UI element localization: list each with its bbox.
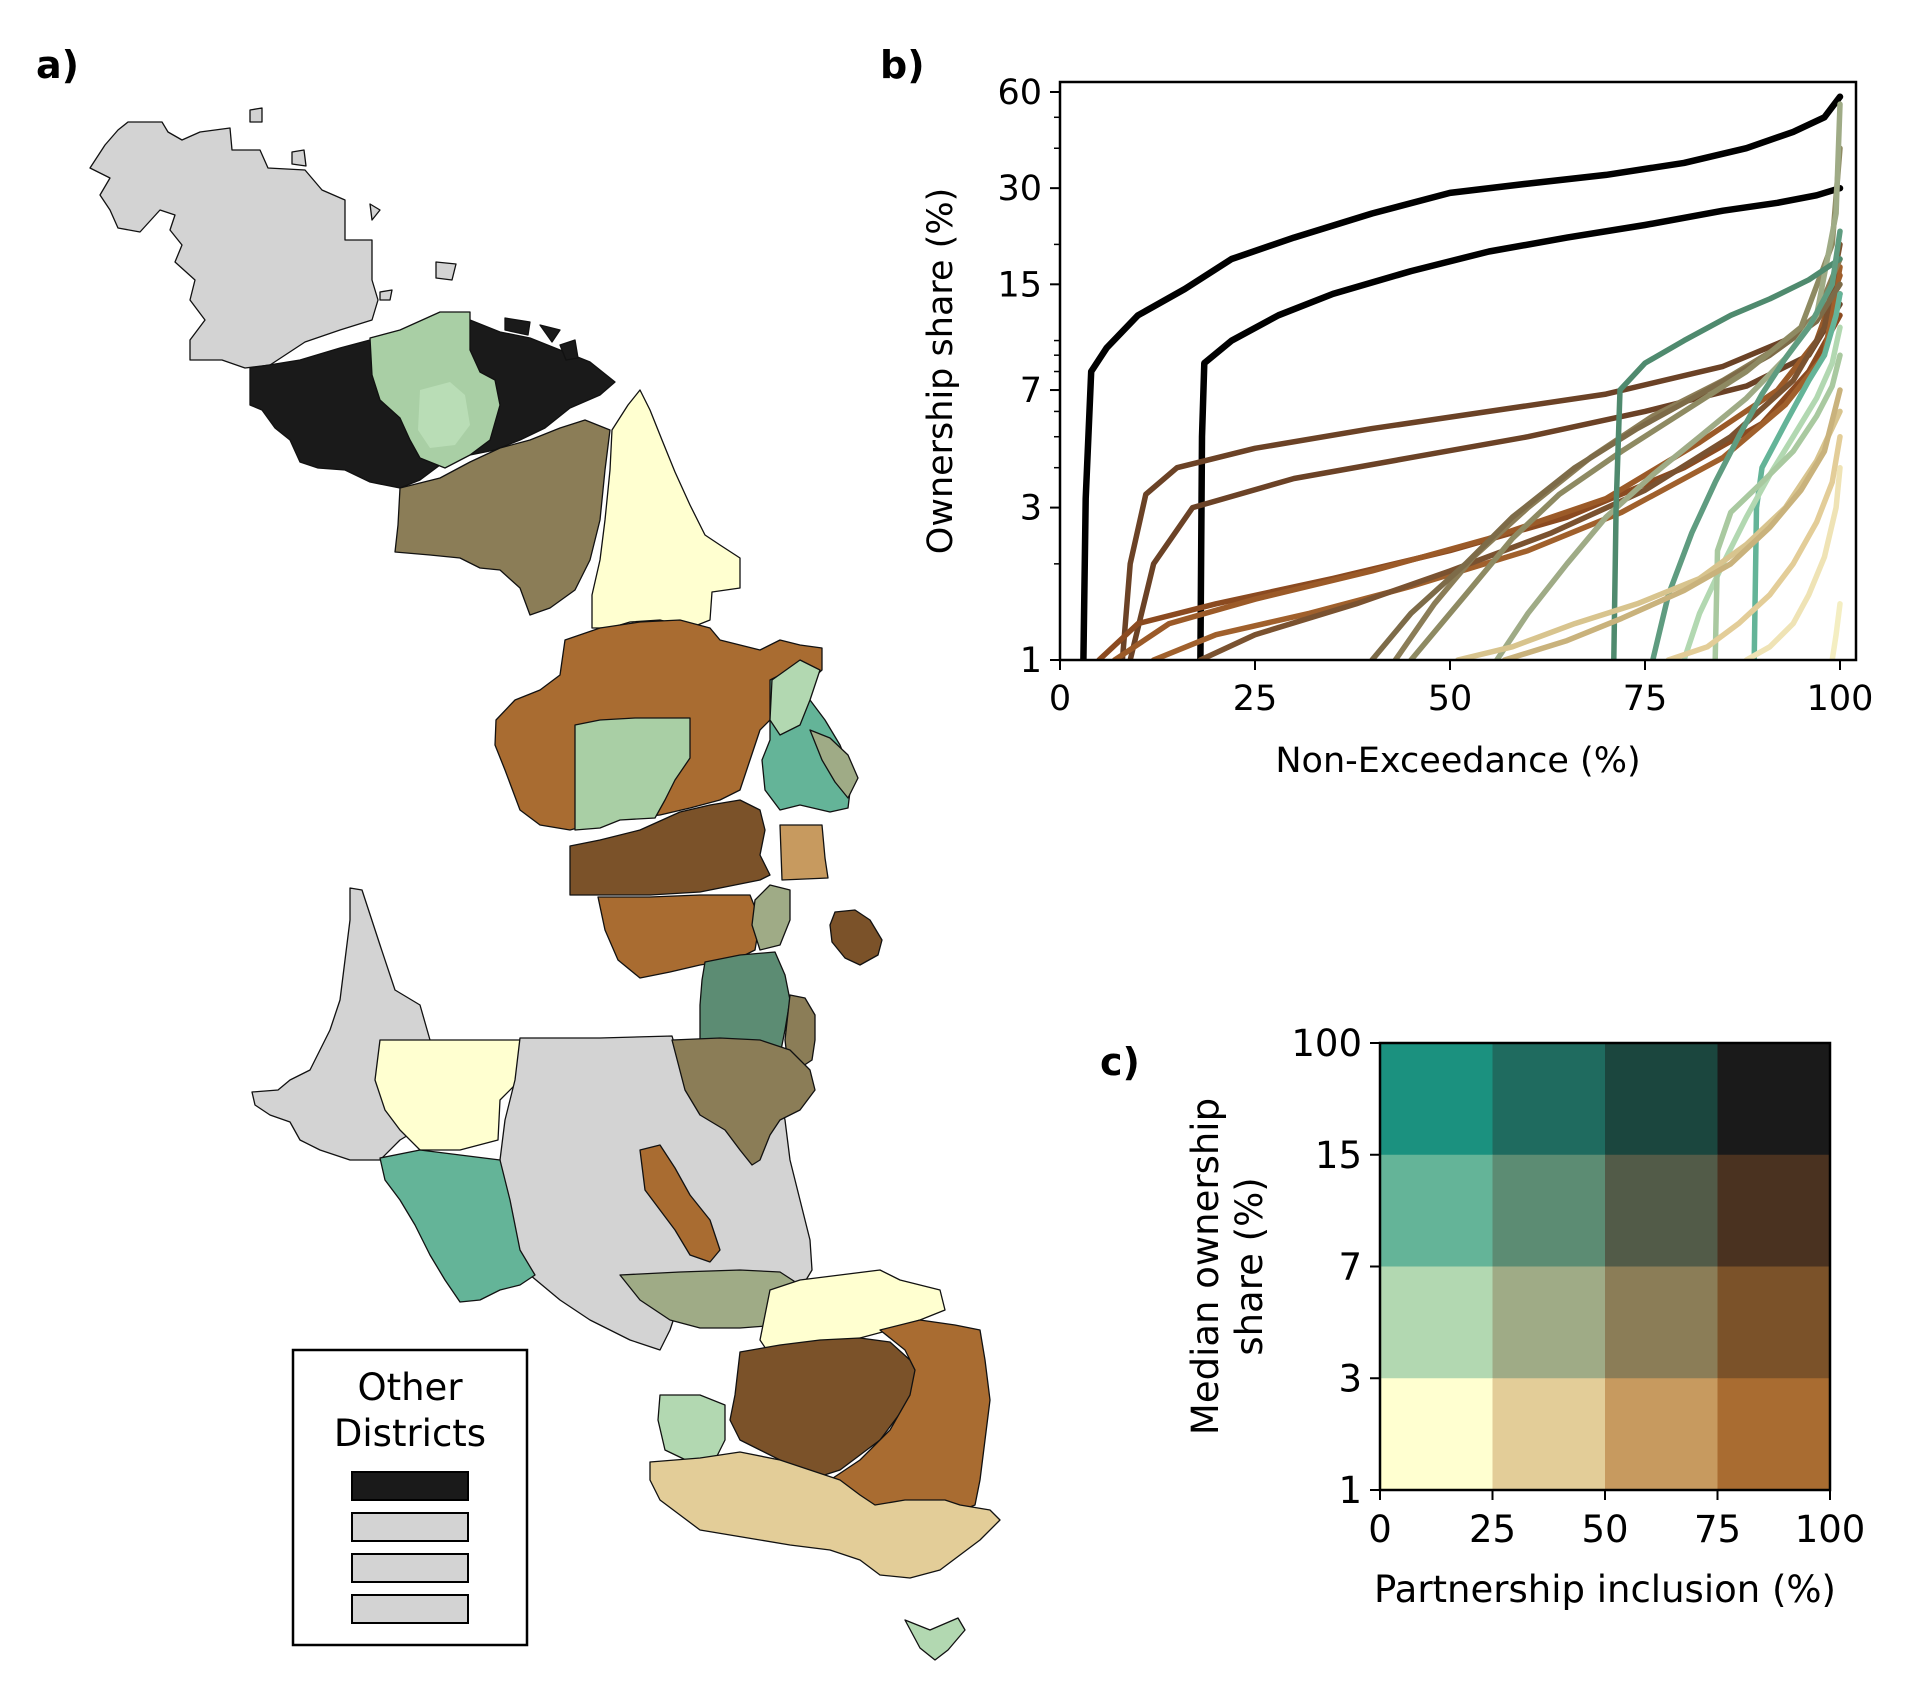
ownership-share-chart: 0 25 50 75 100 1 3 7 15 30 60 Non-Exceedance (%) Own… bbox=[921, 73, 1873, 781]
heatmap-cell bbox=[1380, 1043, 1493, 1156]
district-mint-central[interactable] bbox=[574, 717, 691, 831]
district-mint-south-small[interactable] bbox=[657, 1394, 726, 1463]
y-axis-label-line1: Median ownership bbox=[1184, 1098, 1227, 1435]
district-black-fragments bbox=[504, 317, 579, 361]
y-tick-label: 7 bbox=[1020, 371, 1042, 411]
series-line-20 bbox=[1665, 433, 1843, 660]
district-cream-north[interactable] bbox=[591, 389, 741, 629]
panel-b: b) 0 25 50 75 100 1 3 7 15 30 60 Non-Exceedance (%)… bbox=[880, 43, 1873, 781]
heatmap-cell bbox=[1717, 1154, 1831, 1267]
district-darkbrown-south[interactable] bbox=[729, 1337, 921, 1479]
district-olive-north[interactable] bbox=[394, 419, 611, 616]
district-cream-southwest[interactable] bbox=[374, 1039, 521, 1151]
heatmap-cell bbox=[1492, 1043, 1606, 1156]
district-darkbrown-blob[interactable] bbox=[829, 909, 883, 966]
district-mint-north-inner bbox=[418, 382, 470, 448]
y-tick-label: 7 bbox=[1338, 1246, 1362, 1289]
x-tick-label: 50 bbox=[1581, 1508, 1628, 1551]
district-olive-south[interactable] bbox=[671, 1037, 816, 1166]
series-line-17 bbox=[1712, 352, 1843, 660]
x-tick-label: 50 bbox=[1428, 679, 1473, 719]
series-line-14 bbox=[1650, 228, 1843, 660]
y-tick-label: 1 bbox=[1338, 1469, 1362, 1512]
other-districts-legend: Other Districts bbox=[291, 1348, 529, 1647]
heatmap-cell bbox=[1717, 1043, 1831, 1156]
legend-swatch-grey-1 bbox=[351, 1512, 469, 1542]
y-tick-label: 60 bbox=[997, 73, 1042, 113]
x-tick-label: 100 bbox=[1807, 679, 1874, 719]
district-teal-southwest[interactable] bbox=[379, 1149, 536, 1303]
legend-swatch-grey-3 bbox=[351, 1594, 469, 1624]
heatmap-cell bbox=[1717, 1266, 1831, 1379]
district-sage-east[interactable] bbox=[809, 729, 859, 799]
panel-c-label: c) bbox=[1100, 1040, 1140, 1084]
series-line-3 bbox=[1119, 291, 1843, 660]
series-line-6 bbox=[1111, 272, 1843, 660]
series-line-13 bbox=[1611, 256, 1843, 660]
district-sage-small[interactable] bbox=[751, 884, 791, 951]
panel-a-label: a) bbox=[36, 43, 79, 87]
series-line-5 bbox=[1096, 312, 1843, 660]
x-tick-label: 25 bbox=[1469, 1508, 1516, 1551]
y-tick-label: 30 bbox=[997, 169, 1042, 209]
series-line-8 bbox=[1197, 241, 1843, 660]
panel-a: a) bbox=[36, 43, 1001, 1661]
heatmap-cell bbox=[1380, 1154, 1493, 1267]
district-grey-north[interactable] bbox=[89, 121, 379, 369]
series-line-1 bbox=[1080, 93, 1844, 660]
x-tick-label: 100 bbox=[1795, 1508, 1866, 1551]
y-axis-label: Ownership share (%) bbox=[921, 188, 961, 554]
heatmap-cell bbox=[1492, 1154, 1606, 1267]
heatmap-cell bbox=[1605, 1043, 1718, 1156]
district-lightbrown-small[interactable] bbox=[779, 824, 829, 881]
heatmap-cell bbox=[1492, 1266, 1606, 1379]
x-axis-label: Non-Exceedance (%) bbox=[1275, 741, 1640, 781]
district-map bbox=[89, 107, 1001, 1661]
heatmap-cell bbox=[1605, 1378, 1718, 1491]
legend-swatch-black bbox=[351, 1471, 469, 1501]
y-tick-label: 15 bbox=[1315, 1134, 1362, 1177]
district-mint-east-small[interactable] bbox=[769, 659, 821, 736]
district-orangebrown-small[interactable] bbox=[639, 1144, 721, 1263]
panel-b-label: b) bbox=[880, 43, 925, 87]
series-line-12 bbox=[1494, 101, 1843, 660]
heatmap-cell bbox=[1717, 1378, 1831, 1491]
panel-c: c) 0 25 50 75 100 1 3 7 15 100 Partnership inclusi… bbox=[1100, 1022, 1865, 1611]
x-tick-label: 75 bbox=[1623, 679, 1668, 719]
x-tick-label: 75 bbox=[1694, 1508, 1741, 1551]
legend-title-line1: Other bbox=[357, 1366, 463, 1409]
heatmap-cell bbox=[1605, 1154, 1718, 1267]
y-tick-label: 1 bbox=[1020, 641, 1042, 681]
legend-swatch-grey-2 bbox=[351, 1553, 469, 1583]
y-tick-label: 3 bbox=[1338, 1357, 1362, 1400]
x-tick-label: 0 bbox=[1368, 1508, 1392, 1551]
bivariate-heatmap-legend: 0 25 50 75 100 1 3 7 15 100 Partnership inclusion … bbox=[1184, 1022, 1865, 1611]
series-line-21 bbox=[1743, 464, 1843, 660]
series-line-10 bbox=[1369, 281, 1843, 660]
x-axis-label: Partnership inclusion (%) bbox=[1374, 1568, 1836, 1611]
district-mint-tip[interactable] bbox=[904, 1617, 966, 1661]
series-line-2 bbox=[1197, 184, 1844, 660]
x-tick-label: 25 bbox=[1233, 679, 1278, 719]
series-line-19 bbox=[1501, 387, 1843, 660]
heatmap-cell bbox=[1605, 1266, 1718, 1379]
y-tick-label: 3 bbox=[1020, 489, 1042, 529]
series-line-11 bbox=[1408, 145, 1843, 660]
y-axis-label-line2: share (%) bbox=[1228, 1177, 1271, 1355]
y-tick-label: 15 bbox=[997, 265, 1042, 305]
district-tan-south[interactable] bbox=[649, 1451, 1001, 1579]
heatmap-cell bbox=[1380, 1266, 1493, 1379]
series-line-22 bbox=[1829, 601, 1843, 660]
y-tick-label: 100 bbox=[1291, 1022, 1362, 1065]
district-grey-north-fragments bbox=[249, 107, 457, 301]
district-darkbrown-central[interactable] bbox=[569, 799, 771, 896]
legend-title-line2: Districts bbox=[334, 1412, 486, 1455]
heatmap-cell bbox=[1492, 1378, 1606, 1491]
x-tick-label: 0 bbox=[1049, 679, 1071, 719]
heatmap-cell bbox=[1380, 1378, 1493, 1491]
series-group bbox=[1080, 93, 1844, 660]
series-line-7 bbox=[1150, 264, 1843, 660]
